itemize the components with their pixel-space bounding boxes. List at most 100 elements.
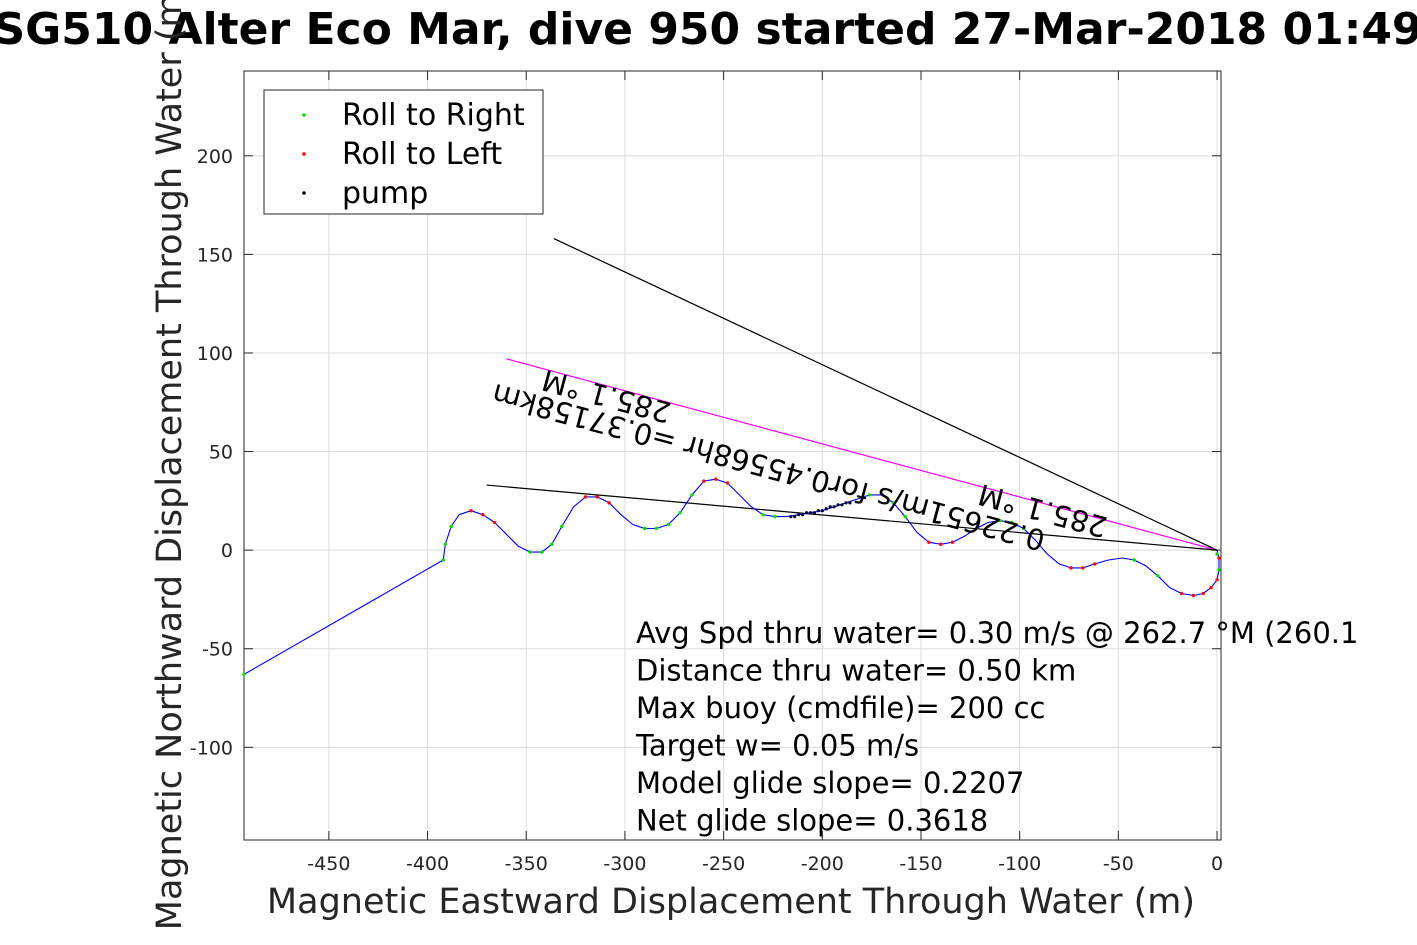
roll-right-marker <box>242 672 246 677</box>
roll-left-marker <box>1092 562 1097 566</box>
dive-stat-line: Distance thru water= 0.50 km <box>636 654 1076 688</box>
pump-marker <box>828 505 832 509</box>
pump-marker <box>808 511 813 515</box>
roll-right-marker <box>642 526 647 531</box>
roll-left-marker <box>725 481 730 485</box>
y-axis-ticks: 200 150 100 50 0 -50 -100 <box>190 146 1221 759</box>
legend: Roll to Right Roll to Left pump <box>263 89 544 215</box>
roll-right-marker <box>441 558 446 562</box>
roll-right-marker <box>1010 520 1014 525</box>
roll-left-marker <box>702 479 706 483</box>
x-tick-label: -450 <box>307 853 350 875</box>
y-tick-label: -100 <box>190 737 233 759</box>
roll-right-marker <box>1215 552 1219 556</box>
pump-marker <box>812 511 817 515</box>
pump-marker <box>800 513 805 517</box>
pump-marker <box>797 513 801 517</box>
pump-marker <box>789 515 793 519</box>
roll-left-marker <box>1217 556 1221 560</box>
roll-left-marker <box>583 495 588 499</box>
roll-left-marker <box>1201 591 1205 596</box>
dive-stat-line: Max buoy (cmdfile)= 200 cc <box>636 691 1045 725</box>
pump-marker <box>820 509 824 513</box>
roll-left-marker <box>950 540 955 544</box>
x-tick-label: 0 <box>1211 853 1223 875</box>
roll-left-marker <box>1081 566 1085 570</box>
roll-right-marker <box>666 522 671 527</box>
roll-left-marker <box>607 501 611 505</box>
x-tick-label: -400 <box>406 853 449 875</box>
x-tick-label: -350 <box>505 853 548 875</box>
roll-left-marker <box>1215 578 1219 582</box>
roll-right-marker <box>449 524 453 529</box>
y-tick-label: 50 <box>209 442 233 464</box>
roll-right-marker <box>443 542 448 546</box>
dive-stats: Avg Spd thru water= 0.30 m/s @ 262.7 °M … <box>635 616 1358 838</box>
roll-right-marker <box>1132 558 1136 562</box>
x-tick-label: -150 <box>899 853 942 875</box>
roll-left-marker <box>481 512 485 517</box>
heading-line <box>553 238 1218 551</box>
x-tick-label: -250 <box>702 853 745 875</box>
pump-marker <box>832 505 836 509</box>
roll-right-marker <box>690 493 694 497</box>
pump-marker <box>848 501 852 505</box>
y-tick-label: -50 <box>202 639 233 661</box>
x-tick-label: -100 <box>998 853 1041 875</box>
dive-stat-line: Avg Spd thru water= 0.30 m/s @ 262.7 °M … <box>636 616 1358 650</box>
roll-right-marker <box>773 514 777 519</box>
roll-left-marker <box>492 520 497 525</box>
roll-left-marker <box>1191 593 1196 598</box>
y-tick-label: 150 <box>197 244 233 266</box>
roll-right-marker <box>540 550 544 554</box>
legend-box <box>263 89 544 215</box>
y-axis-label: Magnetic Northward Displacement Through … <box>150 0 190 930</box>
x-tick-label: -300 <box>603 853 646 875</box>
roll-left-marker <box>927 540 931 544</box>
roll-right-marker <box>903 514 907 519</box>
roll-right-marker <box>550 542 554 546</box>
dive-stat-line: Model glide slope= 0.2207 <box>636 766 1024 800</box>
x-tick-label: -50 <box>1103 853 1134 875</box>
pump-marker <box>804 511 809 515</box>
legend-marker <box>302 113 306 117</box>
roll-right-marker <box>891 501 896 505</box>
grid-lines <box>244 71 1221 840</box>
track-markers <box>242 477 1221 677</box>
roll-right-marker <box>1021 526 1026 531</box>
heading-lines <box>486 238 1218 551</box>
pump-marker <box>840 503 844 507</box>
legend-label: pump <box>342 176 428 211</box>
pump-marker <box>824 507 828 511</box>
roll-left-marker <box>1179 591 1184 596</box>
x-tick-label: -200 <box>801 853 844 875</box>
roll-right-marker <box>761 512 765 517</box>
heading-line <box>506 358 1218 551</box>
roll-left-marker <box>714 477 718 481</box>
legend-label: Roll to Left <box>342 137 502 172</box>
heading-line <box>486 484 1218 551</box>
dive-stat-line: Net glide slope= 0.3618 <box>636 804 988 838</box>
legend-label: Roll to Right <box>342 98 525 133</box>
roll-right-marker <box>560 524 564 529</box>
roll-right-marker <box>678 510 682 515</box>
roll-left-marker <box>1069 566 1073 570</box>
roll-left-marker <box>469 509 473 513</box>
roll-left-marker <box>1209 585 1213 590</box>
roll-right-marker <box>654 526 659 531</box>
dive-stat-line: Target w= 0.05 m/s <box>635 729 919 763</box>
pump-marker <box>816 509 820 513</box>
pump-marker <box>836 503 840 507</box>
x-axis-label: Magnetic Eastward Displacement Through W… <box>267 882 1195 922</box>
legend-marker <box>302 191 306 195</box>
roll-right-marker <box>867 493 872 497</box>
legend-marker <box>302 152 306 156</box>
pump-marker <box>844 501 848 505</box>
y-tick-label: 100 <box>197 343 233 365</box>
chart-title: SG510 Alter Eco Mar, dive 950 started 27… <box>0 4 1417 55</box>
roll-left-marker <box>939 542 943 546</box>
y-tick-label: 200 <box>197 146 233 168</box>
x-axis-ticks: -450 -400 -350 -300 -250 -200 -150 -100 -50 0 <box>307 71 1223 875</box>
roll-left-marker <box>595 495 599 499</box>
